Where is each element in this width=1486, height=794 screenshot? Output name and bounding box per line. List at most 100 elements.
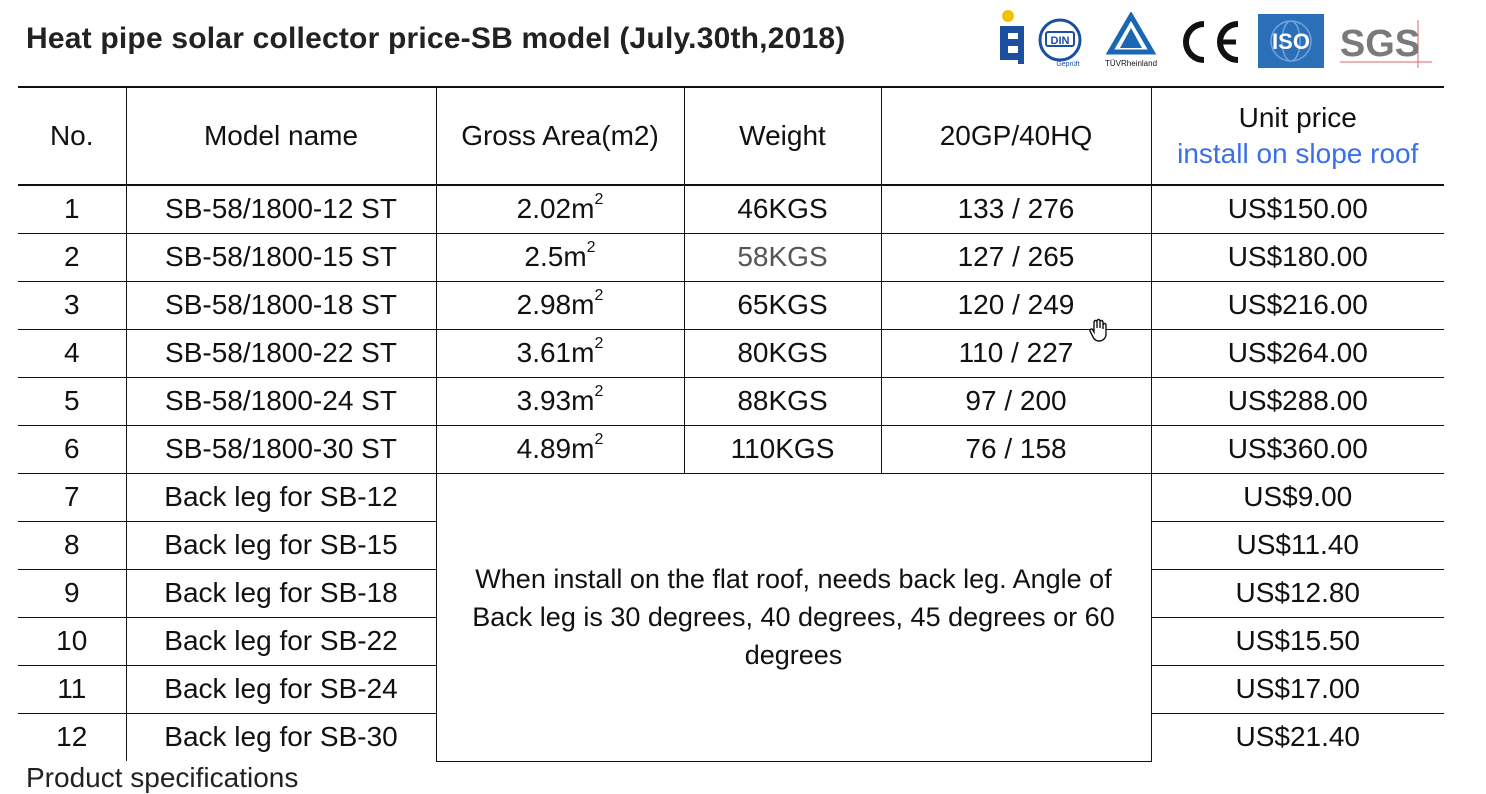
cell-no: 6 xyxy=(18,424,127,474)
header-price-line1: Unit price xyxy=(1238,102,1357,133)
cell-model: SB-58/1800-12 ST xyxy=(125,184,437,234)
ce-mark-icon xyxy=(1183,21,1239,63)
cell-weight: 110KGS xyxy=(683,424,882,474)
cell-no: 3 xyxy=(18,280,127,330)
cell-area: 2.02m2 xyxy=(435,184,685,234)
cell-model: SB-58/1800-30 ST xyxy=(125,424,437,474)
table-row: 1 SB-58/1800-12 ST 2.02m2 46KGS 133 / 27… xyxy=(18,184,1444,234)
cell-container: 76 / 158 xyxy=(880,424,1152,474)
din-logo-label: DIN xyxy=(1051,35,1070,47)
table-row: 4 SB-58/1800-22 ST 3.61m2 80KGS 110 / 22… xyxy=(18,328,1444,378)
header-price-line2: install on slope roof xyxy=(1177,138,1419,169)
cell-model: SB-58/1800-24 ST xyxy=(125,376,437,426)
cell-container: 133 / 276 xyxy=(880,184,1152,234)
cell-model: Back leg for SB-18 xyxy=(125,568,437,618)
table-row: 5 SB-58/1800-24 ST 3.93m2 88KGS 97 / 200… xyxy=(18,376,1444,426)
table-row: 8 Back leg for SB-15 US$11.40 xyxy=(18,520,1444,570)
iso-logo-icon: ISO xyxy=(1258,14,1324,68)
cell-container: 127 / 265 xyxy=(880,232,1152,282)
area-sup: 2 xyxy=(594,430,604,448)
cell-area: 2.5m2 xyxy=(435,232,685,282)
cell-weight: 88KGS xyxy=(683,376,882,426)
cell-price: US$9.00 xyxy=(1150,472,1444,522)
area-sup: 2 xyxy=(594,382,604,400)
cell-price: US$288.00 xyxy=(1150,376,1444,426)
cell-model: SB-58/1800-22 ST xyxy=(125,328,437,378)
header-price: Unit price install on slope roof xyxy=(1150,86,1444,186)
cell-container: 97 / 200 xyxy=(880,376,1152,426)
cell-model: Back leg for SB-30 xyxy=(125,712,437,761)
cell-no: 8 xyxy=(18,520,127,570)
area-sup: 2 xyxy=(594,190,604,208)
cell-weight: 80KGS xyxy=(683,328,882,378)
cell-container: 110 / 227 xyxy=(880,328,1152,378)
tuv-logo-icon: TÜVRheinland xyxy=(1105,12,1157,68)
cell-weight: 46KGS xyxy=(683,184,882,234)
cell-model: SB-58/1800-15 ST xyxy=(125,232,437,282)
sgs-logo-label: SGS xyxy=(1340,23,1420,65)
header-area: Gross Area(m2) xyxy=(435,86,685,186)
cell-no: 7 xyxy=(18,472,127,522)
cell-no: 11 xyxy=(18,664,127,714)
page-title: Heat pipe solar collector price-SB model… xyxy=(26,22,846,55)
cell-weight: 65KGS xyxy=(683,280,882,330)
table-row: 7 Back leg for SB-12 When install on the… xyxy=(18,472,1444,762)
cell-model: Back leg for SB-12 xyxy=(125,472,437,522)
cell-price: US$15.50 xyxy=(1150,616,1444,666)
area-sup: 2 xyxy=(586,238,596,256)
cell-model: Back leg for SB-24 xyxy=(125,664,437,714)
header-row: No. Model name Gross Area(m2) Weight 20G… xyxy=(18,86,1444,186)
cell-no: 10 xyxy=(18,616,127,666)
hand-cursor-icon xyxy=(1089,318,1107,342)
back-leg-note: When install on the flat roof, needs bac… xyxy=(435,472,1152,762)
header-weight: Weight xyxy=(683,86,882,186)
cell-area: 2.98m2 xyxy=(435,280,685,330)
cell-area: 3.93m2 xyxy=(435,376,685,426)
area-sup: 2 xyxy=(594,286,604,304)
cell-area: 4.89m2 xyxy=(435,424,685,474)
cell-price: US$21.40 xyxy=(1150,712,1444,761)
cell-no: 4 xyxy=(18,328,127,378)
area-value: 4.89m xyxy=(516,433,595,464)
area-sup: 2 xyxy=(594,334,604,352)
cell-model: Back leg for SB-15 xyxy=(125,520,437,570)
table-row: 3 SB-58/1800-18 ST 2.98m2 65KGS 120 / 24… xyxy=(18,280,1444,330)
iso-logo-label: ISO xyxy=(1272,29,1310,54)
cell-model: Back leg for SB-22 xyxy=(125,616,437,666)
area-value: 3.93m xyxy=(516,385,595,416)
cell-price: US$360.00 xyxy=(1150,424,1444,474)
cell-price: US$17.00 xyxy=(1150,664,1444,714)
cell-price: US$264.00 xyxy=(1150,328,1444,378)
area-value: 2.5m xyxy=(524,241,587,272)
table-row: 12 Back leg for SB-30 US$21.40 xyxy=(18,712,1444,761)
cell-price: US$216.00 xyxy=(1150,280,1444,330)
cell-price: US$150.00 xyxy=(1150,184,1444,234)
header-container: 20GP/40HQ xyxy=(880,86,1152,186)
area-value: 2.02m xyxy=(516,193,595,225)
table-row: 10 Back leg for SB-22 US$15.50 xyxy=(18,616,1444,666)
cell-weight: 58KGS xyxy=(683,232,882,282)
e-mark-logo-icon xyxy=(1000,10,1024,64)
certification-logos: DIN Geprüft TÜVRheinland ISO SGS xyxy=(990,6,1440,70)
table-row: 6 SB-58/1800-30 ST 4.89m2 110KGS 76 / 15… xyxy=(18,424,1444,474)
cell-price: US$12.80 xyxy=(1150,568,1444,618)
cell-no: 2 xyxy=(18,232,127,282)
tuv-logo-label: TÜVRheinland xyxy=(1105,59,1157,68)
cell-no: 12 xyxy=(18,712,127,761)
cell-price: US$11.40 xyxy=(1150,520,1444,570)
table-row: 11 Back leg for SB-24 US$17.00 xyxy=(18,664,1444,714)
header-no: No. xyxy=(18,86,127,186)
cell-price: US$180.00 xyxy=(1150,232,1444,282)
header-model: Model name xyxy=(125,86,437,186)
sgs-logo-icon: SGS xyxy=(1340,20,1432,68)
cell-model: SB-58/1800-18 ST xyxy=(125,280,437,330)
cell-area: 3.61m2 xyxy=(435,328,685,378)
cell-no: 9 xyxy=(18,568,127,618)
din-logo-sub: Geprüft xyxy=(1056,61,1079,68)
table-row: 2 SB-58/1800-15 ST 2.5m2 58KGS 127 / 265… xyxy=(18,232,1444,282)
cell-no: 1 xyxy=(18,184,127,234)
area-value: 3.61m xyxy=(516,337,595,368)
table-row: 9 Back leg for SB-18 US$12.80 xyxy=(18,568,1444,618)
cell-no: 5 xyxy=(18,376,127,426)
din-logo-icon: DIN Geprüft xyxy=(1038,18,1082,68)
